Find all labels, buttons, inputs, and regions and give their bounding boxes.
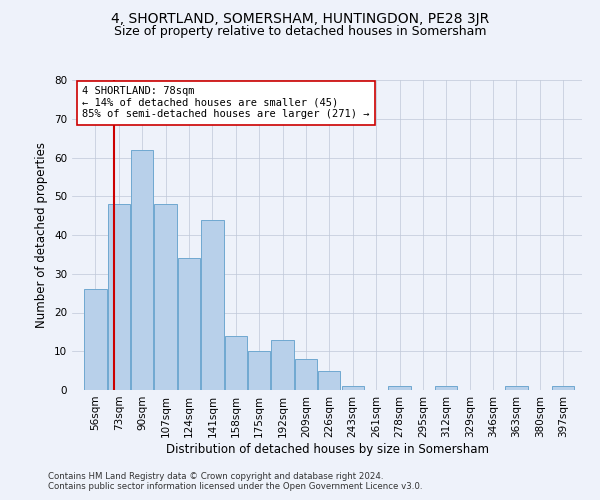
X-axis label: Distribution of detached houses by size in Somersham: Distribution of detached houses by size … [166,442,488,456]
Bar [154,204,177,390]
Bar [341,386,364,390]
Bar [318,370,340,390]
Bar [388,386,410,390]
Text: Contains public sector information licensed under the Open Government Licence v3: Contains public sector information licen… [48,482,422,491]
Bar [552,386,574,390]
Bar [505,386,527,390]
Y-axis label: Number of detached properties: Number of detached properties [35,142,49,328]
Bar [178,258,200,390]
Bar [435,386,457,390]
Bar [248,351,271,390]
Text: Contains HM Land Registry data © Crown copyright and database right 2024.: Contains HM Land Registry data © Crown c… [48,472,383,481]
Bar [84,289,107,390]
Bar [201,220,224,390]
Bar [131,150,154,390]
Bar [295,359,317,390]
Text: 4 SHORTLAND: 78sqm
← 14% of detached houses are smaller (45)
85% of semi-detache: 4 SHORTLAND: 78sqm ← 14% of detached hou… [82,86,370,120]
Text: Size of property relative to detached houses in Somersham: Size of property relative to detached ho… [114,25,486,38]
Text: 4, SHORTLAND, SOMERSHAM, HUNTINGDON, PE28 3JR: 4, SHORTLAND, SOMERSHAM, HUNTINGDON, PE2… [111,12,489,26]
Bar [271,340,293,390]
Bar [224,336,247,390]
Bar [107,204,130,390]
